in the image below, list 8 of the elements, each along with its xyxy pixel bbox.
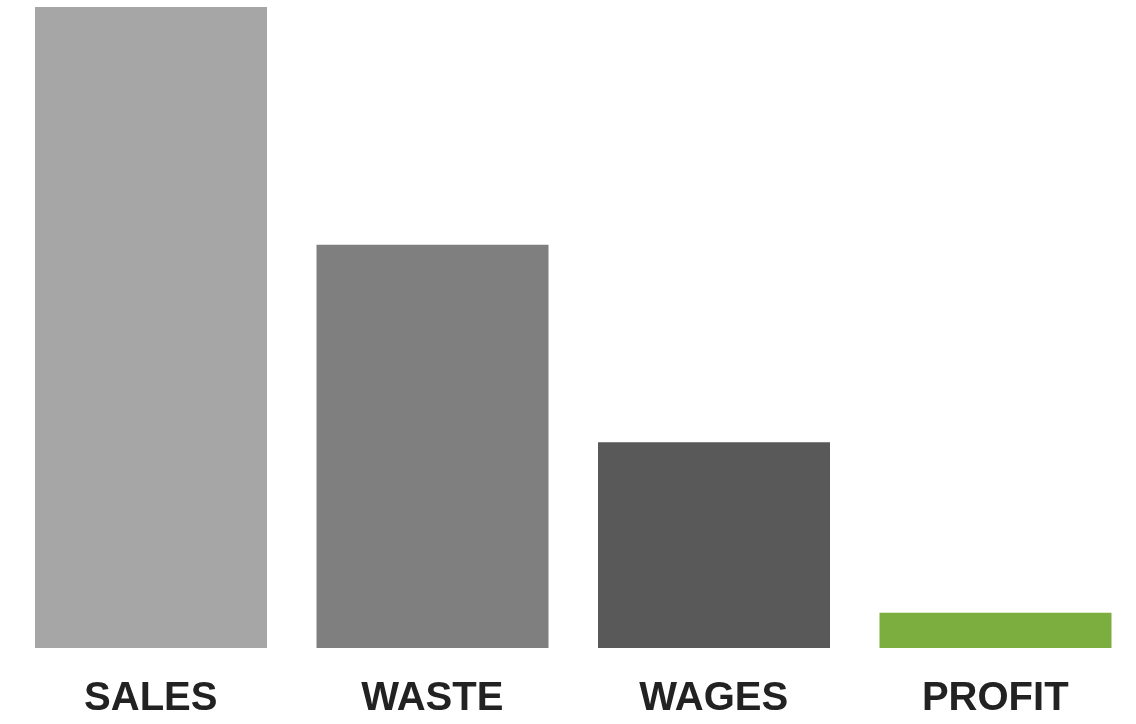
- x-tick-label: PROFIT: [921, 674, 1069, 719]
- bar: [598, 442, 830, 648]
- x-tick-label: WASTE: [361, 674, 504, 719]
- bar: [316, 244, 549, 648]
- x-tick-label: WAGES: [639, 674, 789, 719]
- x-tick-label: SALES: [84, 674, 218, 719]
- bar: [35, 7, 267, 648]
- bar: [879, 612, 1112, 648]
